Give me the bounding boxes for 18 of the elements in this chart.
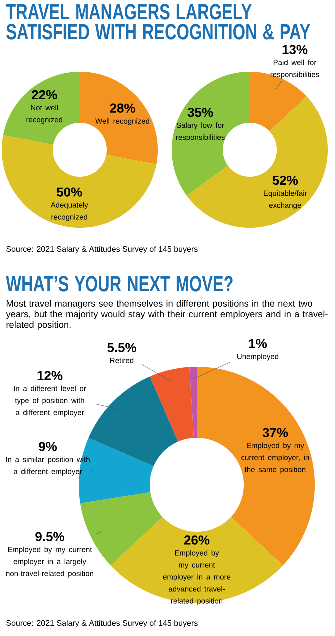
data-label: 9% xyxy=(39,442,58,452)
data-label: 9.5% xyxy=(36,532,64,542)
data-label: 5.5% xyxy=(108,343,136,352)
data-label: 35% xyxy=(188,108,214,118)
chart-title: TRAVEL MANAGERS LARGELY SATISFIED WITH RECOGNITION & PAY xyxy=(6,4,310,40)
data-label: 52% xyxy=(272,176,298,186)
chart-subtitle: Most travel managers see themselves in different positions in the next two years, but the majority would stay with their current employers and in a travel-related position. xyxy=(6,300,328,330)
data-label: 28% xyxy=(110,104,136,113)
chart-title: WHAT’S YOUR NEXT MOVE? xyxy=(6,276,233,292)
data-label: 12% xyxy=(38,371,63,380)
data-label: 22% xyxy=(32,90,58,100)
data-label: 50% xyxy=(57,188,82,197)
data-label: 1% xyxy=(249,339,268,348)
source-note: Source: 2021 Salary & Attitudes Survey of 145 buyers xyxy=(6,620,198,628)
data-label: 26% xyxy=(184,536,210,545)
data-label: 13% xyxy=(282,45,308,54)
data-label: 37% xyxy=(262,428,288,438)
source-note: Source: 2021 Salary & Attitudes Survey of 145 buyers xyxy=(6,246,198,254)
